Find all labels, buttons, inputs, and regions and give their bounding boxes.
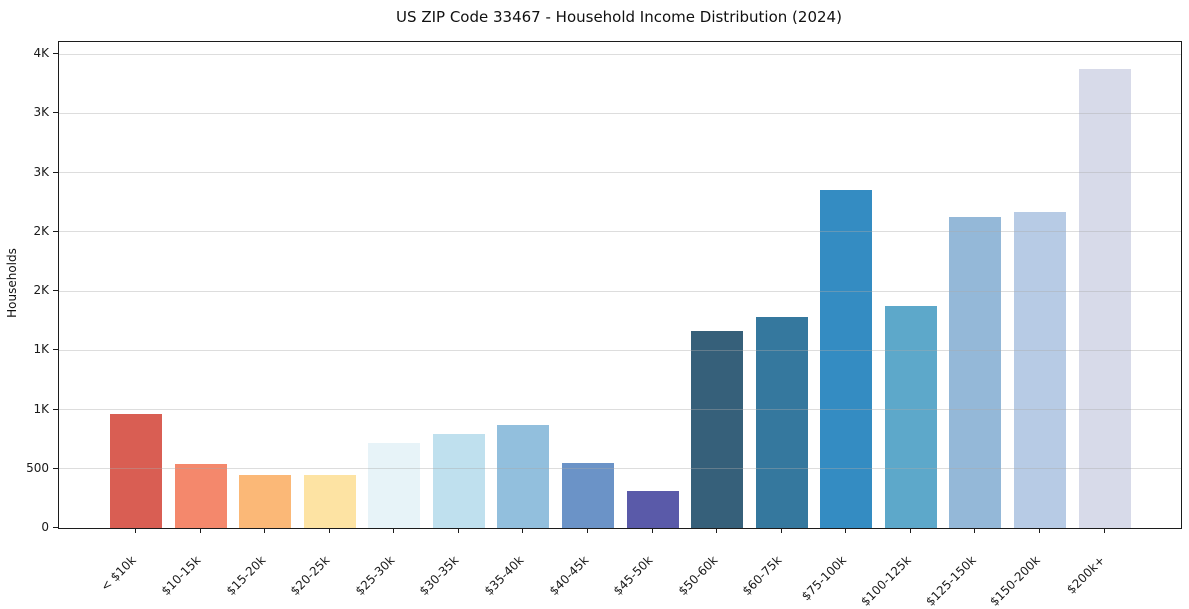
x-tick-mark — [393, 528, 395, 533]
gridline-y-1500 — [59, 349, 1181, 351]
x-tick-mark — [522, 528, 524, 533]
x-tick-label: $25-30k — [352, 553, 398, 598]
bar-< $10k — [110, 414, 162, 528]
gridline-y-3500 — [59, 112, 1181, 114]
y-tick-label: 1K — [33, 401, 49, 416]
x-tick-label: < $10k — [98, 553, 139, 594]
y-tick-mark — [53, 112, 58, 114]
x-tick-label: $50-60k — [675, 553, 721, 598]
x-tick-mark — [651, 528, 653, 533]
x-tick-label: $150-200k — [987, 553, 1043, 609]
plot-area — [58, 41, 1182, 529]
x-tick-mark — [328, 528, 330, 533]
x-tick-label: $40-45k — [546, 553, 591, 598]
gridline-y-4000 — [59, 53, 1181, 55]
y-tick-label: 1K — [33, 342, 49, 357]
x-tick-mark — [974, 528, 976, 533]
x-tick-label: $45-50k — [610, 553, 656, 598]
bar-$10-15k — [174, 464, 227, 528]
x-tick-label: $125-150k — [922, 553, 979, 609]
x-tick-mark — [1103, 528, 1105, 533]
x-tick-label: $60-75k — [739, 553, 785, 598]
x-tick-label: $20-25k — [287, 553, 333, 598]
x-tick-label: $10-15k — [158, 553, 204, 598]
bar-$30-35k — [432, 434, 485, 528]
bar-$125-150k — [949, 216, 1002, 528]
bar-$40-45k — [561, 462, 614, 528]
bar-$25-30k — [368, 443, 421, 528]
y-tick-label: 2K — [33, 283, 49, 297]
x-tick-mark — [780, 528, 782, 533]
bar-$150-200k — [1013, 212, 1066, 528]
figure: US ZIP Code 33467 - Household Income Dis… — [5, 8, 1182, 609]
y-tick-mark — [53, 349, 58, 351]
x-tick-mark — [135, 528, 136, 533]
gridline-y-2000 — [59, 290, 1181, 292]
y-tick-mark — [53, 527, 58, 528]
y-tick-label: 3K — [33, 164, 49, 179]
y-tick-label: 500 — [26, 460, 49, 475]
bar-$100-125k — [884, 306, 937, 528]
y-tick-label: 3K — [33, 105, 49, 120]
bar-$15-20k — [239, 475, 292, 528]
x-tick-mark — [909, 528, 911, 533]
x-tick-mark — [1038, 528, 1040, 533]
x-tick-mark — [586, 528, 588, 533]
y-tick-mark — [53, 53, 58, 54]
x-tick-label: $30-35k — [416, 553, 462, 598]
y-tick-mark — [53, 230, 58, 232]
y-tick-label: 2K — [33, 223, 49, 238]
gridline-y-3000 — [59, 172, 1181, 173]
y-tick-mark — [53, 171, 58, 173]
bar-$75-100k — [820, 190, 873, 528]
y-tick-label: 4K — [33, 46, 49, 60]
x-tick-mark — [845, 528, 847, 533]
y-tick-mark — [53, 467, 58, 469]
x-tick-mark — [457, 528, 459, 533]
x-tick-label: $15-20k — [223, 553, 269, 598]
bar-$200k+ — [1078, 69, 1131, 528]
x-tick-mark — [716, 528, 718, 533]
gridline-y-500 — [59, 468, 1181, 470]
x-tick-label: $100-125k — [858, 553, 914, 609]
bar-$20-25k — [303, 475, 356, 528]
x-tick-label: $75-100k — [798, 553, 850, 604]
x-tick-label: $35-40k — [481, 553, 527, 598]
y-tick-label: 0 — [41, 520, 49, 534]
x-tick-label: $200k+ — [1064, 553, 1108, 597]
y-tick-mark — [53, 290, 58, 291]
y-tick-mark — [53, 408, 58, 410]
bar-$45-50k — [626, 491, 679, 528]
gridline-y-2500 — [59, 231, 1181, 233]
bar-$50-60k — [691, 331, 744, 528]
chart-title: US ZIP Code 33467 - Household Income Dis… — [396, 8, 842, 26]
bar-$35-40k — [497, 425, 550, 528]
x-tick-mark — [264, 528, 266, 533]
x-tick-mark — [199, 528, 201, 533]
bar-$60-75k — [755, 317, 808, 528]
gridline-y-1000 — [59, 409, 1181, 410]
